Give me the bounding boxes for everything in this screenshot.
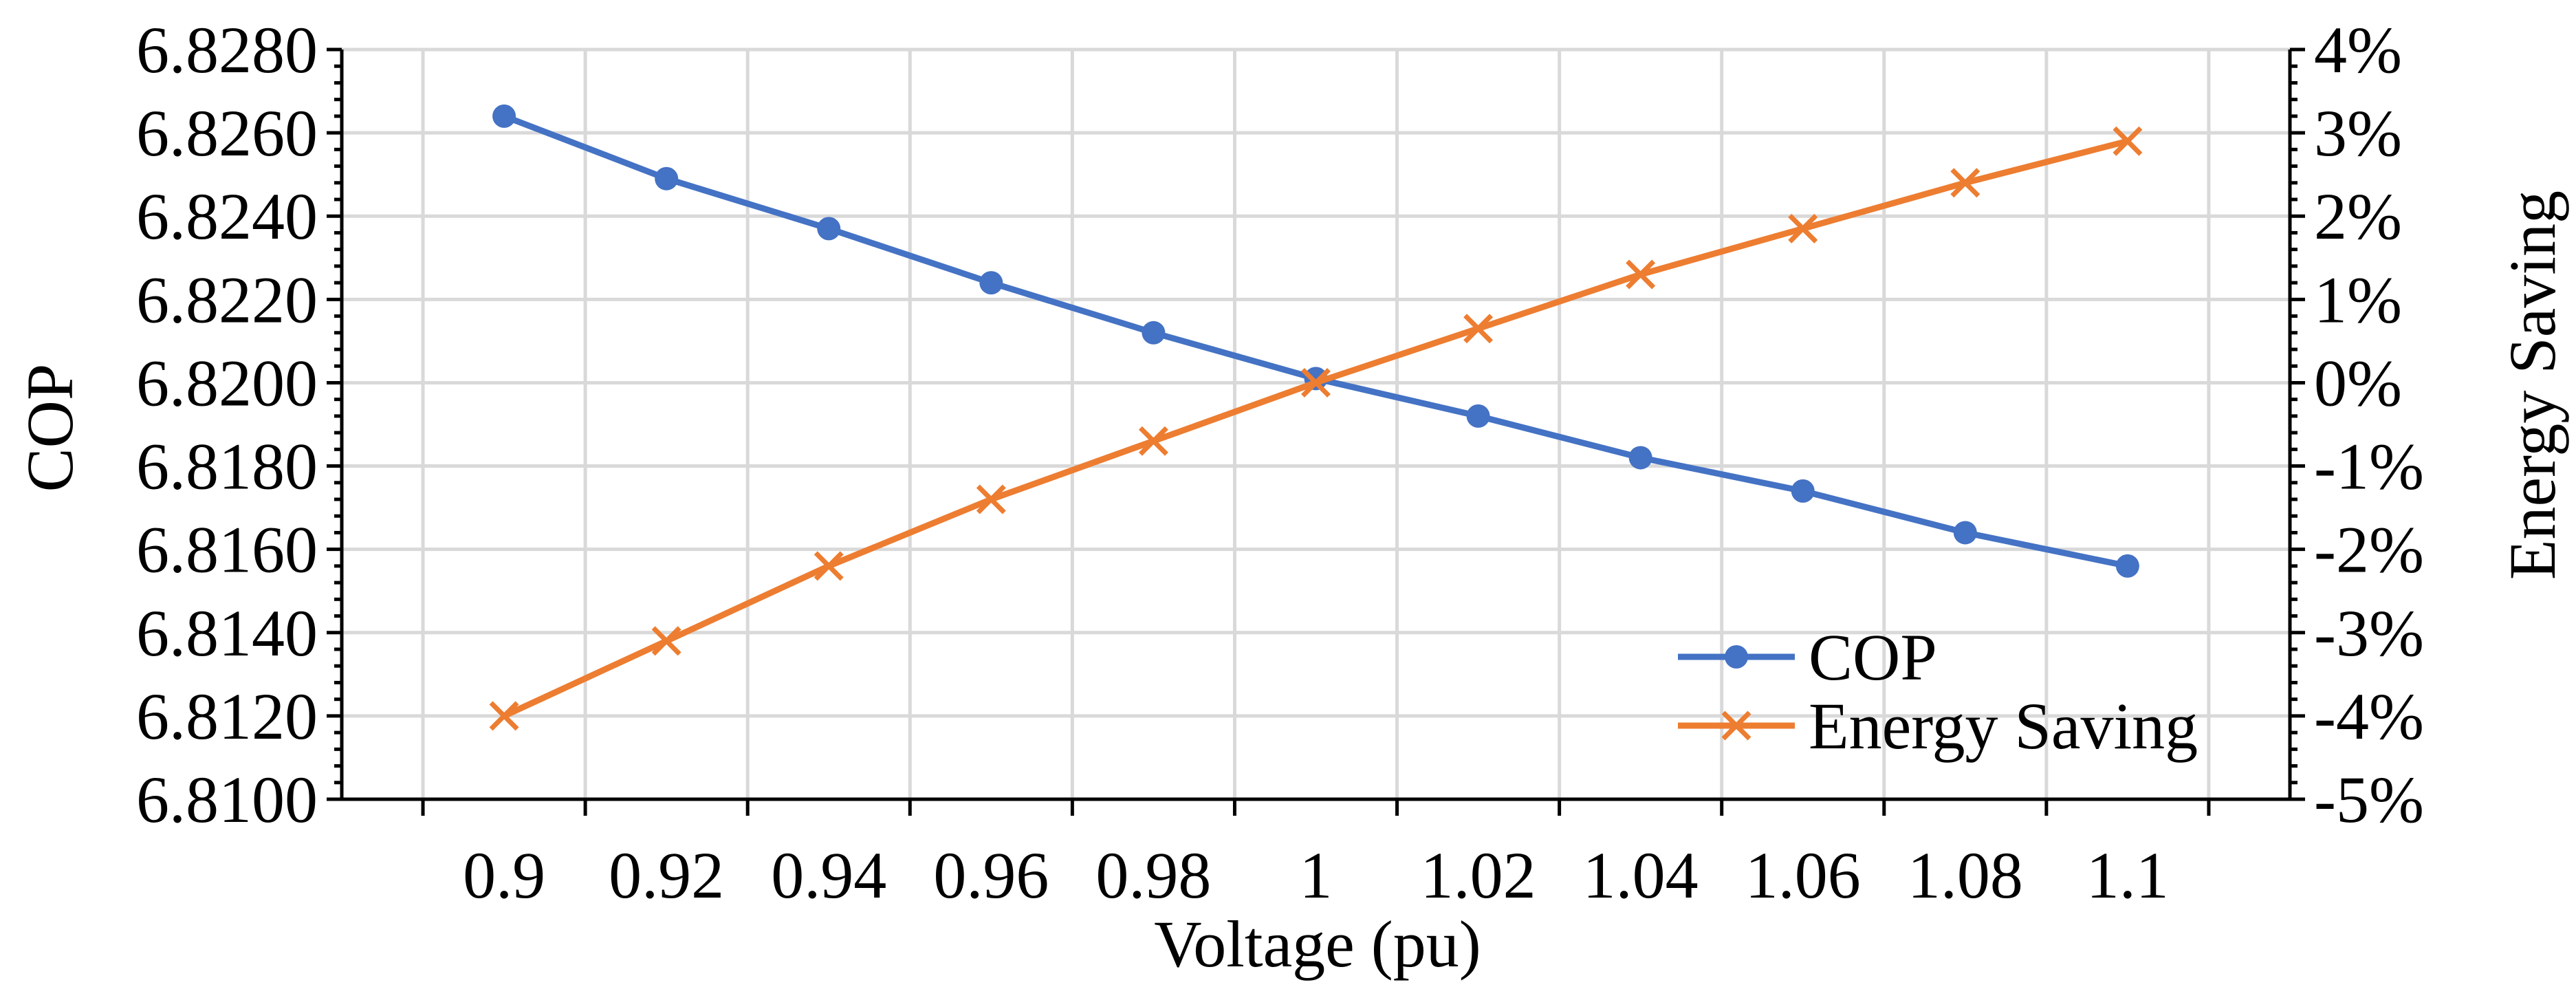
y2-axis-title: Energy Saving xyxy=(2496,191,2569,580)
y-tick-label: 6.8180 xyxy=(136,430,318,503)
axis-layer: 6.8280 6.8260 6.8240 6.8220 6.8200 6.8180 6.81… xyxy=(136,13,2424,912)
x-tick-label: 0.92 xyxy=(609,838,724,912)
energy-saving-point xyxy=(1463,314,1494,344)
cop-point xyxy=(492,104,516,128)
legend-cop-marker xyxy=(1725,645,1748,669)
cop-point xyxy=(1142,321,1166,345)
x-tick-label: 1.02 xyxy=(1421,838,1536,912)
x-tick-label: 1 xyxy=(1300,838,1333,912)
y2-tick-label: -4% xyxy=(2314,680,2424,753)
y-tick-label: 6.8260 xyxy=(136,96,318,170)
energy-saving-point xyxy=(1626,259,1656,290)
energy-saving-point xyxy=(651,626,681,656)
legend: COP Energy Saving xyxy=(1678,620,2198,763)
cop-point xyxy=(655,166,679,191)
x-tick-label: 0.94 xyxy=(771,838,886,912)
y2-tick-label: 2% xyxy=(2314,180,2402,253)
x-tick-label: 1.1 xyxy=(2086,838,2169,912)
cop-point xyxy=(1466,404,1490,428)
y-tick-label: 6.8160 xyxy=(136,513,318,587)
y-tick-label: 6.8120 xyxy=(136,680,318,753)
y2-tick-label: -1% xyxy=(2314,430,2424,503)
cop-point xyxy=(1953,521,1977,545)
y-axis-title: COP xyxy=(13,364,87,492)
x-tick-label: 0.98 xyxy=(1095,838,1211,912)
energy-saving-point xyxy=(814,551,844,581)
cop-point xyxy=(1628,446,1652,470)
x-tick-label: 0.9 xyxy=(463,838,545,912)
y2-tick-label: 3% xyxy=(2314,96,2402,170)
grid-layer xyxy=(342,47,2290,801)
y2-tick-label: 0% xyxy=(2314,346,2402,420)
energy-saving-point xyxy=(1301,367,1331,398)
cop-point xyxy=(979,271,1003,295)
y-tick-label: 6.8220 xyxy=(136,263,318,336)
x-tick-label: 1.04 xyxy=(1583,838,1699,912)
energy-saving-point xyxy=(1950,168,1980,198)
legend-cop-label: COP xyxy=(1809,620,1937,694)
legend-energy-marker xyxy=(1721,710,1751,741)
x-tick-label: 1.06 xyxy=(1745,838,1861,912)
x-axis-title: Voltage (pu) xyxy=(1154,907,1481,981)
energy-saving-point xyxy=(1788,213,1818,243)
energy-saving-point xyxy=(489,701,519,731)
y2-tick-label: 1% xyxy=(2314,263,2402,336)
y2-tick-label: -2% xyxy=(2314,513,2424,587)
cop-point xyxy=(817,217,841,241)
series-layer xyxy=(489,104,2143,731)
y-tick-label: 6.8100 xyxy=(136,763,318,836)
y2-tick-label: -3% xyxy=(2314,596,2424,670)
y-tick-label: 6.8140 xyxy=(136,596,318,670)
cop-point xyxy=(1791,479,1815,503)
y2-tick-label: -5% xyxy=(2314,763,2424,836)
y-tick-label: 6.8200 xyxy=(136,346,318,420)
y2-tick-label: 4% xyxy=(2314,13,2402,87)
y-tick-label: 6.8280 xyxy=(136,13,318,87)
cop-point xyxy=(2115,554,2139,578)
energy-saving-point xyxy=(2113,126,2143,156)
energy-saving-point xyxy=(976,484,1006,514)
energy-saving-point xyxy=(1138,426,1168,456)
legend-energy-label: Energy Saving xyxy=(1809,689,2198,763)
x-tick-label: 0.96 xyxy=(933,838,1049,912)
y-tick-label: 6.8240 xyxy=(136,180,318,253)
x-tick-label: 1.08 xyxy=(1908,838,2023,912)
